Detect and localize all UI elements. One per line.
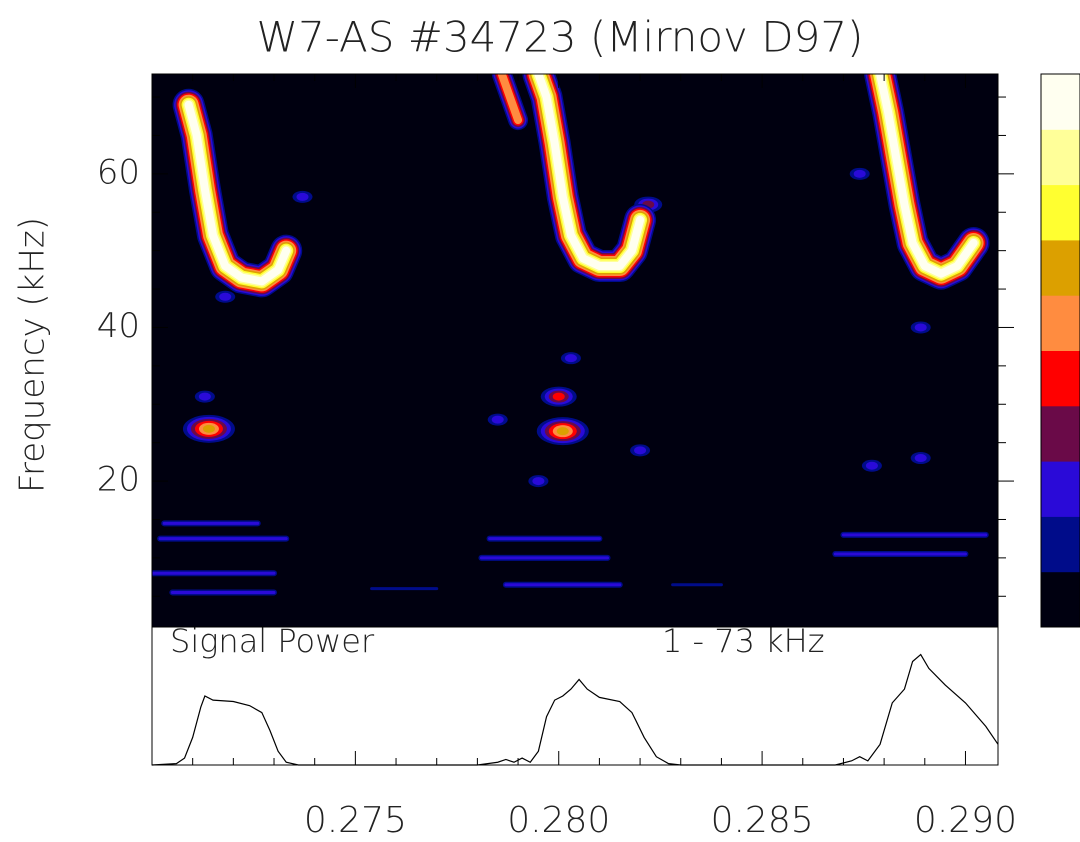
contour-ridge bbox=[497, 74, 523, 125]
contour-spot bbox=[564, 354, 577, 363]
colorbar-swatch bbox=[1041, 350, 1080, 407]
contour-spot bbox=[552, 392, 565, 401]
power-annotation: 1 - 73 kHz bbox=[662, 622, 825, 660]
contour-ridge bbox=[184, 100, 291, 286]
signal-power-line bbox=[151, 653, 999, 766]
contour-spot bbox=[853, 169, 866, 178]
colorbar-swatch bbox=[1041, 184, 1080, 241]
x-tick-label: 0.290 bbox=[914, 800, 1017, 841]
contour-spot bbox=[532, 477, 545, 486]
colorbar-swatch bbox=[1041, 74, 1080, 130]
contour-spot bbox=[202, 424, 215, 433]
contour-ridge bbox=[534, 74, 645, 271]
power-frame bbox=[151, 626, 999, 766]
colorbar-frame bbox=[1040, 73, 1080, 628]
contour-spot bbox=[914, 454, 927, 463]
contour-spot bbox=[198, 392, 211, 401]
contour-ridge bbox=[876, 74, 978, 278]
contour-spot bbox=[491, 415, 504, 424]
power-label: Signal Power bbox=[170, 622, 375, 660]
x-tick-label: 0.285 bbox=[711, 800, 814, 841]
plot-background bbox=[152, 74, 998, 627]
contour-spot bbox=[219, 292, 232, 301]
y-tick-label: 60 bbox=[97, 152, 140, 192]
y-tick-label: 20 bbox=[97, 460, 140, 500]
colorbar-swatch bbox=[1041, 516, 1080, 573]
colorbar-swatch bbox=[1041, 405, 1080, 462]
chart-title: W7-AS #34723 (Mirnov D97) bbox=[257, 13, 864, 62]
contour-spot bbox=[914, 323, 927, 332]
colorbar-swatch bbox=[1041, 571, 1080, 628]
x-tick-label: 0.280 bbox=[507, 800, 610, 841]
x-tick-label: 0.275 bbox=[304, 800, 407, 841]
spectrogram bbox=[152, 74, 990, 596]
colorbar-swatch bbox=[1041, 129, 1080, 186]
contour-spot bbox=[865, 461, 878, 470]
y-tick-label: 40 bbox=[97, 306, 140, 346]
contour-spot bbox=[296, 192, 309, 201]
colorbar-swatch bbox=[1041, 239, 1080, 296]
colorbar-swatch bbox=[1041, 295, 1080, 351]
contour-spot bbox=[556, 427, 569, 436]
y-axis-label: Frequency (kHz) bbox=[13, 217, 53, 493]
contour-spot bbox=[634, 446, 647, 455]
colorbar-swatch bbox=[1041, 461, 1080, 517]
